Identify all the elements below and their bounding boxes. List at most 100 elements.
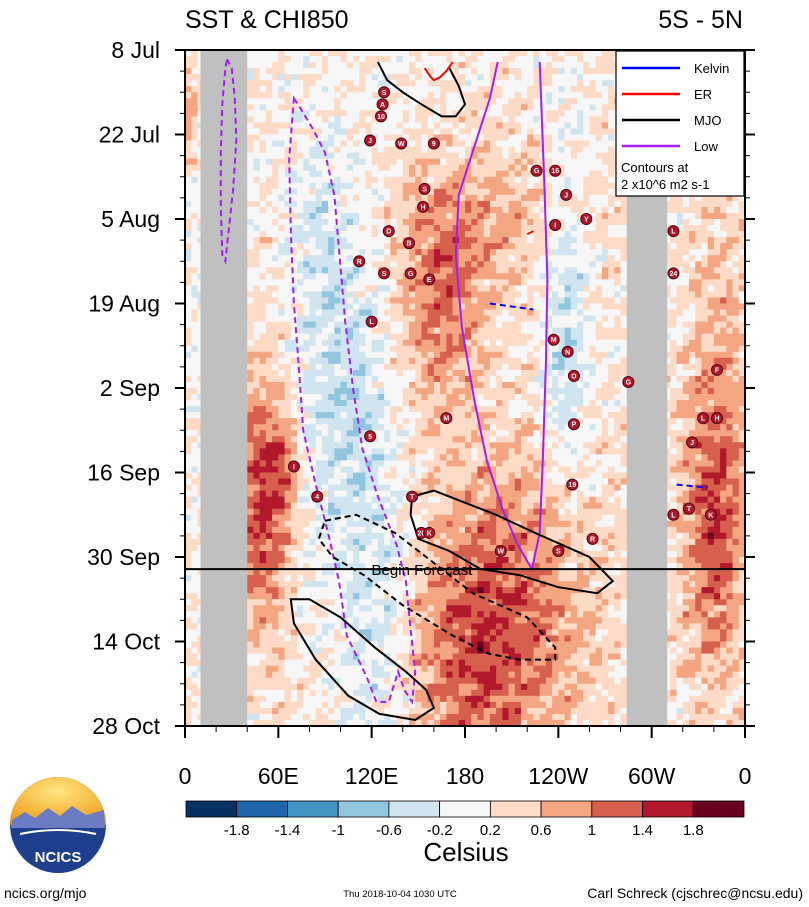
storm-marker-41 xyxy=(423,526,436,539)
storm-label-25: G xyxy=(626,379,632,386)
storm-label-21: L xyxy=(370,319,375,326)
storm-marker-19 xyxy=(423,273,436,286)
storm-marker-25 xyxy=(622,375,635,388)
storm-marker-7 xyxy=(549,164,562,177)
chart-title: SST & CHI850 xyxy=(185,6,349,34)
storm-label-39: K xyxy=(708,512,713,519)
legend-note-1: Contours at xyxy=(621,160,689,175)
legend-box xyxy=(615,50,745,197)
storm-marker-14 xyxy=(667,225,680,238)
storm-marker-36 xyxy=(566,478,579,491)
storm-marker-38 xyxy=(667,508,680,521)
storm-marker-26 xyxy=(711,363,723,376)
storm-marker-24 xyxy=(567,369,580,382)
storm-label-0: S xyxy=(382,90,387,97)
er-solid-1 xyxy=(423,61,454,82)
storm-marker-0 xyxy=(378,86,391,99)
colorbar-label-3: -0.6 xyxy=(376,822,402,839)
storm-marker-2 xyxy=(375,110,387,123)
storm-marker-8 xyxy=(418,182,431,195)
low-dashed-1 xyxy=(219,56,238,265)
colorbar-swatch-9 xyxy=(642,800,694,818)
storm-marker-31 xyxy=(364,430,377,443)
x-tick-label-4: 120W xyxy=(528,763,588,789)
colorbar-swatch-3 xyxy=(337,800,390,818)
storm-label-14: L xyxy=(671,229,676,236)
storm-marker-18 xyxy=(404,267,417,280)
storm-label-7: 16 xyxy=(551,168,559,175)
storm-label-22: M xyxy=(551,337,557,344)
storm-marker-29 xyxy=(697,412,709,425)
logo-text: NCICS xyxy=(35,849,82,866)
y-tick-label-1: 22 Jul xyxy=(99,122,160,148)
colorbar: -1.8 -1.4 -1 -0.6 -0.2 0.2 0.6 1 1.4 1.8 xyxy=(185,800,745,839)
storm-marker-1 xyxy=(376,98,389,111)
storm-label-24: O xyxy=(571,373,577,380)
storm-marker-17 xyxy=(378,267,391,280)
footer-author: Carl Schreck (cjschrec@ncsu.edu) xyxy=(587,885,803,901)
storm-label-43: W xyxy=(497,548,504,555)
colorbar-swatch-0 xyxy=(185,800,238,818)
footer-url[interactable]: ncics.org/mjo xyxy=(4,885,87,901)
storm-label-19: E xyxy=(427,277,432,284)
mjo-solid-2 xyxy=(409,489,615,595)
mjo-solid-1 xyxy=(377,61,467,118)
logo-wave xyxy=(19,829,97,835)
storm-label-15: B xyxy=(406,241,411,248)
x-axis: 0 60E 120E 180 120W 60W 0 xyxy=(179,726,751,789)
y-tick-label-4: 2 Sep xyxy=(100,375,160,401)
er-dash-1 xyxy=(526,230,534,236)
storm-marker-4 xyxy=(395,137,408,150)
storm-label-17: S xyxy=(382,271,387,278)
colorbar-title: Celsius xyxy=(423,837,508,867)
storm-label-2: 10 xyxy=(377,114,385,121)
storm-label-27: M xyxy=(443,416,449,423)
legend-note-2: 2 x10^6 m2 s-1 xyxy=(621,177,709,192)
forecast-label: Begin Forecast xyxy=(372,562,474,579)
storm-label-36: 19 xyxy=(568,482,576,489)
storm-label-10: J xyxy=(564,192,568,199)
land-mask-0 xyxy=(200,50,248,726)
storm-marker-27 xyxy=(440,412,453,425)
storm-label-33: I xyxy=(293,464,295,471)
storm-marker-16 xyxy=(353,255,366,268)
storm-label-16: R xyxy=(357,259,362,266)
storm-label-18: G xyxy=(408,271,414,278)
storm-label-3: J xyxy=(368,138,372,145)
storm-label-40: 20 xyxy=(418,530,426,537)
mjo-solid-3 xyxy=(289,598,436,722)
colorbar-label-8: 1.4 xyxy=(632,822,653,839)
colorbar-label-4: -0.2 xyxy=(427,822,453,839)
storm-marker-22 xyxy=(547,333,560,346)
storm-label-1: A xyxy=(380,102,385,109)
x-tick-label-2: 120E xyxy=(345,763,399,789)
colorbar-swatch-5 xyxy=(439,800,491,818)
storm-label-5: 9 xyxy=(432,141,436,148)
storm-label-42: R xyxy=(590,536,595,543)
colorbar-label-1: -1.4 xyxy=(275,822,301,839)
storm-marker-20 xyxy=(667,267,680,280)
storm-marker-35 xyxy=(406,490,419,503)
x-tick-label-1: 60E xyxy=(258,763,299,789)
legend-label-2: MJO xyxy=(694,113,721,128)
storm-label-30: H xyxy=(714,416,719,423)
storm-label-9: H xyxy=(420,204,425,211)
footer-timestamp: Thu 2018-10-04 1030 UTC xyxy=(343,889,457,900)
storm-marker-39 xyxy=(704,508,717,521)
y-tick-label-5: 16 Sep xyxy=(87,460,160,486)
colorbar-label-0: -1.8 xyxy=(224,822,250,839)
storm-label-32: J xyxy=(690,440,694,447)
logo-mountains xyxy=(11,806,105,828)
storm-label-13: D xyxy=(386,229,391,236)
storm-label-34: 4 xyxy=(315,494,319,501)
y-tick-label-7: 14 Oct xyxy=(92,629,160,655)
storm-marker-43 xyxy=(494,544,507,557)
storm-label-20: 24 xyxy=(670,271,678,278)
colorbar-label-2: -1 xyxy=(332,822,345,839)
storm-label-37: T xyxy=(687,506,692,513)
legend-label-3: Low xyxy=(694,139,718,154)
storm-marker-34 xyxy=(311,490,324,503)
x-tick-label-0: 0 xyxy=(179,763,192,789)
